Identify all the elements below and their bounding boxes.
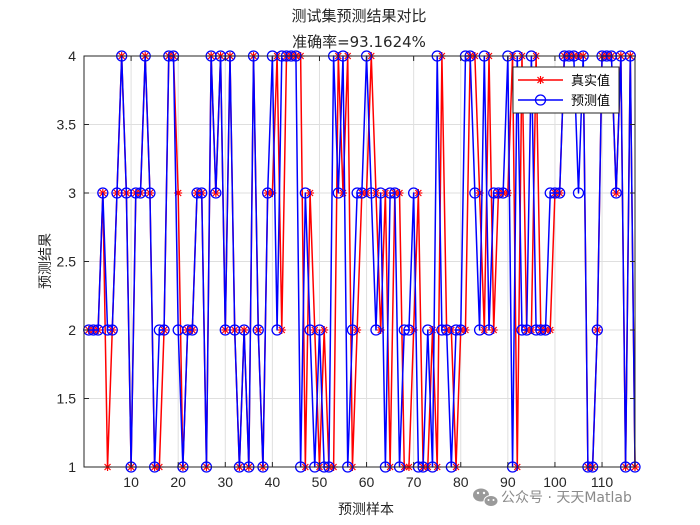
- legend-marker-true-values: [536, 76, 545, 84]
- data-point: [535, 324, 547, 336]
- data-point: [262, 187, 274, 199]
- data-point: [144, 187, 156, 199]
- data-point: [450, 324, 462, 336]
- data-point: [436, 324, 448, 336]
- data-point: [332, 187, 344, 199]
- legend-label-predicted-values: 预测值: [571, 93, 610, 109]
- data-point: [553, 187, 566, 199]
- watermark: 公众号 · 天天Matlab: [473, 488, 632, 507]
- data-point: [351, 187, 363, 199]
- data-point: [422, 324, 434, 336]
- legend-box: [512, 66, 620, 114]
- legend-marker-predicted-values: [534, 94, 547, 106]
- data-point: [271, 324, 283, 336]
- wechat-icon: [473, 488, 499, 507]
- data-point: [549, 187, 561, 199]
- x-tick-label: 100: [543, 474, 567, 490]
- tick-layer: 10 20 30 40 50 60 70 80 90 100 110 1 1.5 2 2.5 3 3.5 4: [57, 48, 635, 490]
- x-tick-label: 50: [312, 474, 328, 490]
- x-tick-label: 20: [170, 474, 186, 490]
- x-tick-label: 110: [591, 474, 614, 490]
- legend-marker-shape: [536, 76, 545, 84]
- legend-marker-shape: [534, 94, 547, 106]
- data-point: [186, 324, 198, 336]
- data-point: [210, 187, 222, 199]
- y-axis-label: 预测结果: [38, 233, 54, 289]
- y-tick-label: 1.5: [57, 391, 77, 407]
- data-point: [181, 324, 194, 336]
- data-point: [370, 324, 382, 336]
- data-point: [455, 324, 467, 336]
- data-point: [238, 324, 250, 336]
- chart-subtitle: 准确率=93.1624%: [292, 33, 426, 51]
- data-point: [130, 187, 142, 199]
- y-tick-label: 1: [68, 459, 76, 475]
- data-point: [591, 324, 603, 336]
- legend-item-predicted-values: 预测值: [518, 93, 610, 109]
- data-point: [572, 187, 585, 199]
- data-point: [497, 187, 509, 199]
- x-tick-label: 40: [265, 474, 281, 490]
- x-tick-label: 90: [500, 474, 516, 490]
- data-point: [384, 187, 396, 199]
- watermark-text: 公众号 · 天天Matlab: [501, 490, 632, 506]
- x-tick-label: 80: [453, 474, 469, 490]
- data-point: [516, 324, 528, 336]
- y-tick-label: 2: [68, 322, 76, 338]
- data-point: [408, 187, 420, 199]
- data-point: [252, 324, 264, 336]
- data-point: [389, 187, 401, 199]
- x-tick-label: 30: [217, 474, 233, 490]
- chart-title: 测试集预测结果对比: [291, 7, 426, 25]
- data-point: [101, 324, 114, 336]
- y-tick-label: 3.5: [57, 117, 77, 133]
- data-point: [313, 324, 326, 336]
- y-tick-label: 3: [68, 185, 76, 201]
- data-point: [97, 187, 109, 199]
- data-point: [153, 324, 166, 336]
- x-axis-label: 预测样本: [338, 502, 394, 518]
- x-tick-label: 70: [406, 474, 422, 490]
- data-point: [191, 187, 203, 199]
- data-point: [299, 187, 311, 199]
- data-point: [610, 187, 622, 199]
- data-point: [492, 187, 505, 199]
- y-tick-label: 4: [68, 48, 76, 64]
- data-point: [403, 324, 415, 336]
- data-point: [106, 324, 118, 336]
- data-point: [196, 187, 208, 199]
- data-point: [483, 324, 495, 336]
- legend-item-true-values: 真实值: [518, 73, 610, 89]
- x-tick-label: 10: [123, 474, 139, 490]
- legend-label-true-values: 真实值: [571, 73, 610, 89]
- legend: 真实值 预测值: [512, 66, 620, 114]
- data-point: [398, 324, 410, 336]
- data-point: [539, 324, 552, 336]
- x-tick-label: 60: [359, 474, 375, 490]
- data-point: [469, 187, 481, 199]
- data-point: [158, 324, 170, 336]
- data-point: [346, 324, 359, 336]
- y-tick-label: 2.5: [57, 254, 77, 270]
